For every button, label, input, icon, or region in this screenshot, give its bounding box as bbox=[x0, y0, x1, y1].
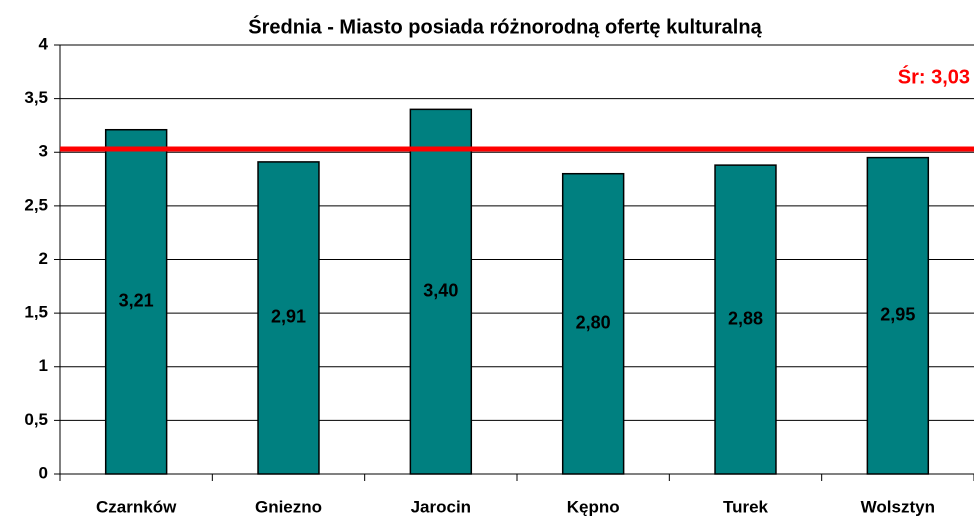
data-label: 2,91 bbox=[271, 307, 306, 327]
y-tick-label: 0,5 bbox=[24, 410, 48, 429]
x-tick-label: Wolsztyn bbox=[861, 497, 935, 516]
y-tick-label: 0 bbox=[39, 463, 48, 482]
y-tick-label: 3 bbox=[39, 142, 48, 161]
data-label: 3,21 bbox=[119, 291, 154, 311]
x-tick-label: Gniezno bbox=[255, 497, 322, 516]
data-label: 2,88 bbox=[728, 308, 763, 328]
x-tick-label: Czarnków bbox=[96, 497, 177, 516]
bar bbox=[714, 164, 777, 475]
bar bbox=[561, 172, 625, 475]
y-tick-label: 2 bbox=[39, 249, 48, 268]
average-label: Śr: 3,03 bbox=[898, 64, 970, 88]
x-tick-label: Turek bbox=[723, 497, 769, 516]
bar bbox=[104, 128, 168, 475]
bar bbox=[257, 161, 320, 475]
bar bbox=[866, 156, 930, 475]
y-tick-label: 4 bbox=[39, 34, 49, 53]
data-label: 3,40 bbox=[423, 280, 458, 300]
x-tick-label: Kępno bbox=[567, 497, 620, 516]
data-label: 2,80 bbox=[576, 313, 611, 333]
x-tick-label: Jarocin bbox=[411, 497, 471, 516]
y-tick-label: 2,5 bbox=[24, 195, 48, 214]
chart-title: Średnia - Miasto posiada różnorodną ofer… bbox=[248, 14, 762, 38]
y-tick-label: 1 bbox=[39, 356, 48, 375]
data-label: 2,95 bbox=[880, 305, 915, 325]
y-tick-label: 3,5 bbox=[24, 88, 48, 107]
bar bbox=[409, 108, 473, 475]
y-tick-label: 1,5 bbox=[24, 303, 48, 322]
